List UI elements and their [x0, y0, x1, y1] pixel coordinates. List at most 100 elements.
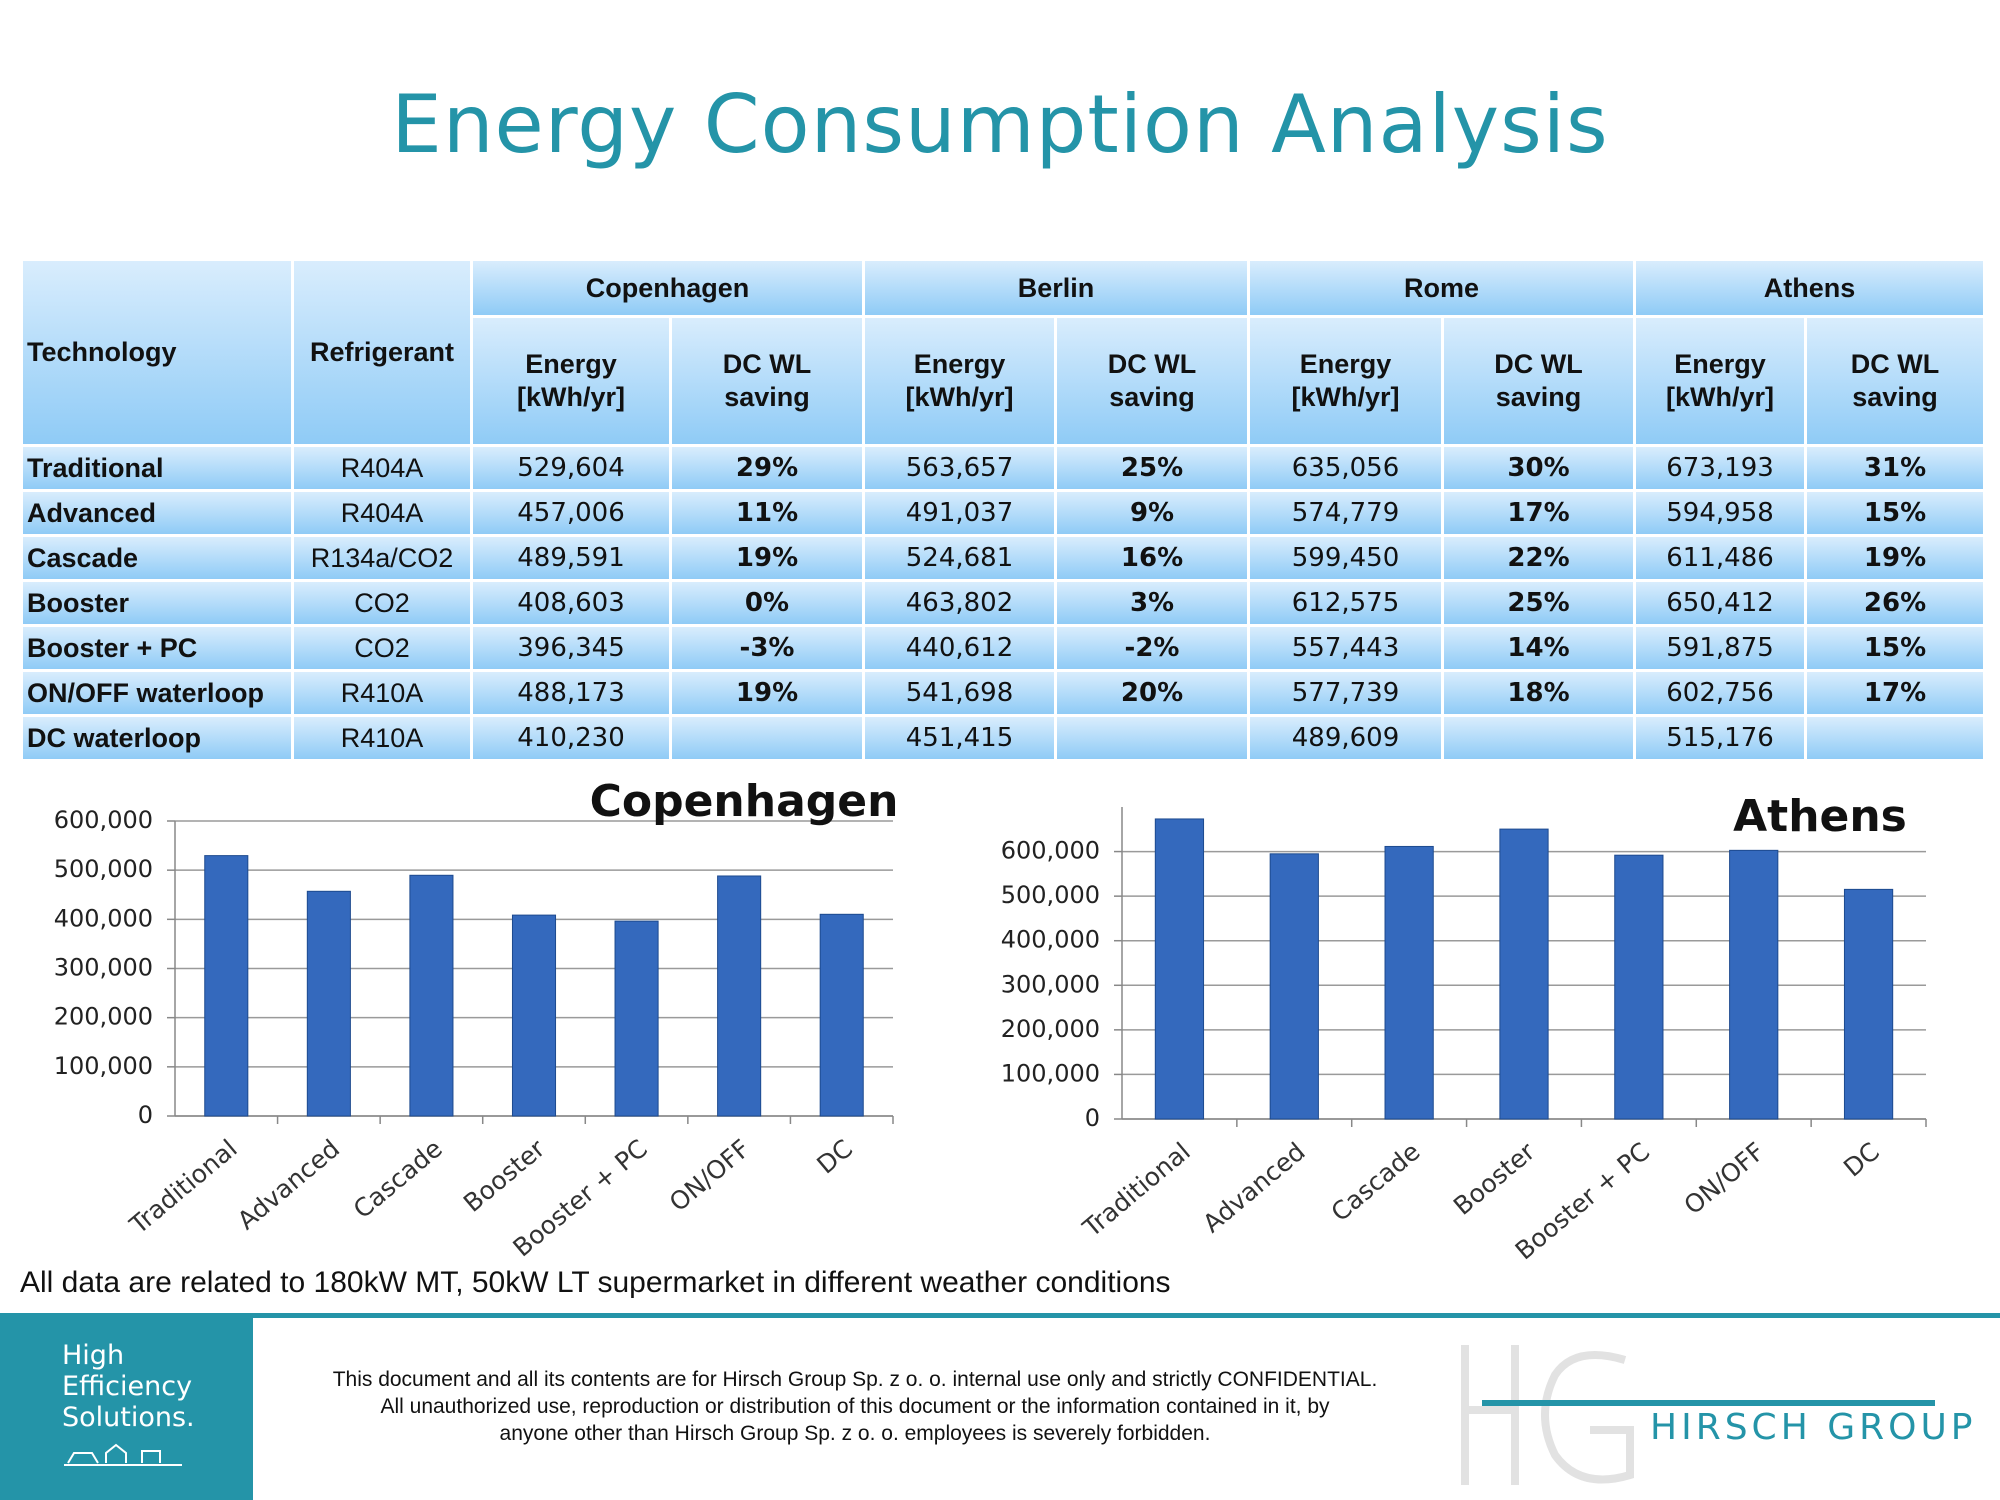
bar	[204, 855, 249, 1117]
chart-title: Copenhagen	[590, 776, 899, 827]
city-header: Athens	[1636, 261, 1984, 315]
table-cell: DC waterloop	[23, 717, 291, 759]
badge-line: High	[62, 1340, 125, 1371]
table-cell: 30%	[1444, 447, 1634, 489]
table-cell: 574,779	[1250, 492, 1442, 534]
y-tick-label: 0	[138, 1101, 153, 1129]
bar	[409, 874, 454, 1117]
bar	[819, 913, 864, 1117]
table-cell: 31%	[1807, 447, 1984, 489]
bar	[1384, 845, 1434, 1120]
table-cell: Booster + PC	[23, 627, 291, 669]
table-cell: Advanced	[23, 492, 291, 534]
table-cell: 489,609	[1250, 717, 1442, 759]
bar	[1843, 888, 1894, 1120]
bar	[1499, 828, 1549, 1120]
notice-line: This document and all its contents are f…	[332, 1368, 1378, 1391]
bar	[614, 920, 659, 1117]
column-header: Energy [kWh/yr]	[473, 318, 669, 444]
x-tick-label: Booster	[458, 1133, 551, 1218]
table-cell: 0%	[672, 582, 863, 624]
table-cell: R410A	[294, 672, 470, 714]
table-cell: 18%	[1444, 672, 1634, 714]
divider	[0, 1313, 2000, 1318]
x-tick-label: Cascade	[348, 1134, 448, 1224]
x-tick-label: ON/OFF	[1678, 1137, 1770, 1220]
table-row: Traditional R404A 529,604 29% 563,657 25% 635,…	[23, 447, 1984, 489]
table-cell: 17%	[1807, 672, 1984, 714]
table-cell: 451,415	[865, 717, 1055, 759]
x-tick-label: Traditional	[1077, 1137, 1196, 1244]
table-cell: 22%	[1444, 537, 1634, 579]
table-cell: 11%	[672, 492, 863, 534]
column-header: DC WL saving	[1444, 318, 1634, 444]
y-tick-label: 0	[1085, 1104, 1100, 1132]
table-cell: 650,412	[1636, 582, 1805, 624]
table-cell: 557,443	[1250, 627, 1442, 669]
city-header: Copenhagen	[473, 261, 863, 315]
table-cell: 489,591	[473, 537, 669, 579]
notice-line: anyone other than Hirsch Group Sp. z o. …	[499, 1422, 1211, 1445]
notice-line: All unauthorized use, reproduction or di…	[380, 1395, 1330, 1418]
table-cell	[1444, 717, 1634, 759]
table-cell: 410,230	[473, 717, 669, 759]
y-tick-label: 500,000	[54, 855, 153, 883]
city-header: Rome	[1250, 261, 1634, 315]
chart-title: Athens	[1733, 791, 1907, 842]
header-cell: Technology	[23, 261, 291, 444]
column-header: Energy [kWh/yr]	[1250, 318, 1442, 444]
table-cell: 673,193	[1636, 447, 1805, 489]
table-cell: 594,958	[1636, 492, 1805, 534]
table-row: Advanced R404A 457,006 11% 491,037 9% 574,779 1…	[23, 492, 1984, 534]
y-tick-label: 200,000	[54, 1003, 153, 1031]
table-cell: 29%	[672, 447, 863, 489]
badge-icons	[64, 1443, 182, 1466]
x-tick-label: DC	[1838, 1137, 1885, 1183]
table-cell: 15%	[1807, 627, 1984, 669]
table-cell: 26%	[1807, 582, 1984, 624]
table-cell: 491,037	[865, 492, 1055, 534]
table-cell: 612,575	[1250, 582, 1442, 624]
bar	[717, 875, 762, 1117]
column-header: Energy [kWh/yr]	[1636, 318, 1805, 444]
y-tick-label: 600,000	[54, 806, 153, 834]
brand-name: HIRSCH GROUP	[1650, 1407, 1977, 1448]
x-tick-label: Traditional	[124, 1134, 243, 1241]
table-cell: 19%	[672, 672, 863, 714]
table-cell: 463,802	[865, 582, 1055, 624]
table-row: Technology Refrigerant Copenhagen Berlin Rom…	[23, 261, 1984, 444]
table-cell: CO2	[294, 627, 470, 669]
x-tick-label: Advanced	[1197, 1137, 1310, 1239]
table-cell: 563,657	[865, 447, 1055, 489]
x-tick-label: ON/OFF	[664, 1134, 756, 1217]
table-cell: 611,486	[1636, 537, 1805, 579]
y-tick-label: 100,000	[1001, 1059, 1100, 1087]
table-cell: ON/OFF waterloop	[23, 672, 291, 714]
table-row: Booster + PC CO2 396,345 -3% 440,612 -2% 557,4…	[23, 627, 1984, 669]
table-cell: Traditional	[23, 447, 291, 489]
column-header: DC WL saving	[1807, 318, 1984, 444]
table-cell: 9%	[1057, 492, 1248, 534]
table-cell: -2%	[1057, 627, 1248, 669]
table-row: Booster CO2 408,603 0% 463,802 3% 612,575 25% 65…	[23, 582, 1984, 624]
bar	[1614, 854, 1664, 1120]
x-tick-label: DC	[811, 1134, 858, 1180]
table-cell: 408,603	[473, 582, 669, 624]
table-row: Cascade R134a/CO2 489,591 19% 524,681 16% 599,…	[23, 537, 1984, 579]
confidential-notice: This document and all its contents are f…	[260, 1366, 1450, 1447]
table-row: Energy [kWh/yr] DC WL saving Energy [kWh/y…	[23, 318, 1984, 444]
badge: High Efficiency Solutions.	[0, 1318, 253, 1500]
table-cell: Cascade	[23, 537, 291, 579]
y-tick-label: 400,000	[1001, 926, 1100, 954]
y-tick-label: 500,000	[1001, 881, 1100, 909]
table-cell: 602,756	[1636, 672, 1805, 714]
y-tick-label: 200,000	[1001, 1015, 1100, 1043]
table-row: ON/OFF waterloop R410A 488,173 19% 541,698 20…	[23, 672, 1984, 714]
y-tick-label: 400,000	[54, 904, 153, 932]
column-header: DC WL saving	[1057, 318, 1248, 444]
y-tick-label: 300,000	[54, 954, 153, 982]
table-cell: 524,681	[865, 537, 1055, 579]
table-cell: 25%	[1444, 582, 1634, 624]
y-tick-label: 300,000	[1001, 970, 1100, 998]
x-tick-label: Booster	[1448, 1136, 1541, 1221]
